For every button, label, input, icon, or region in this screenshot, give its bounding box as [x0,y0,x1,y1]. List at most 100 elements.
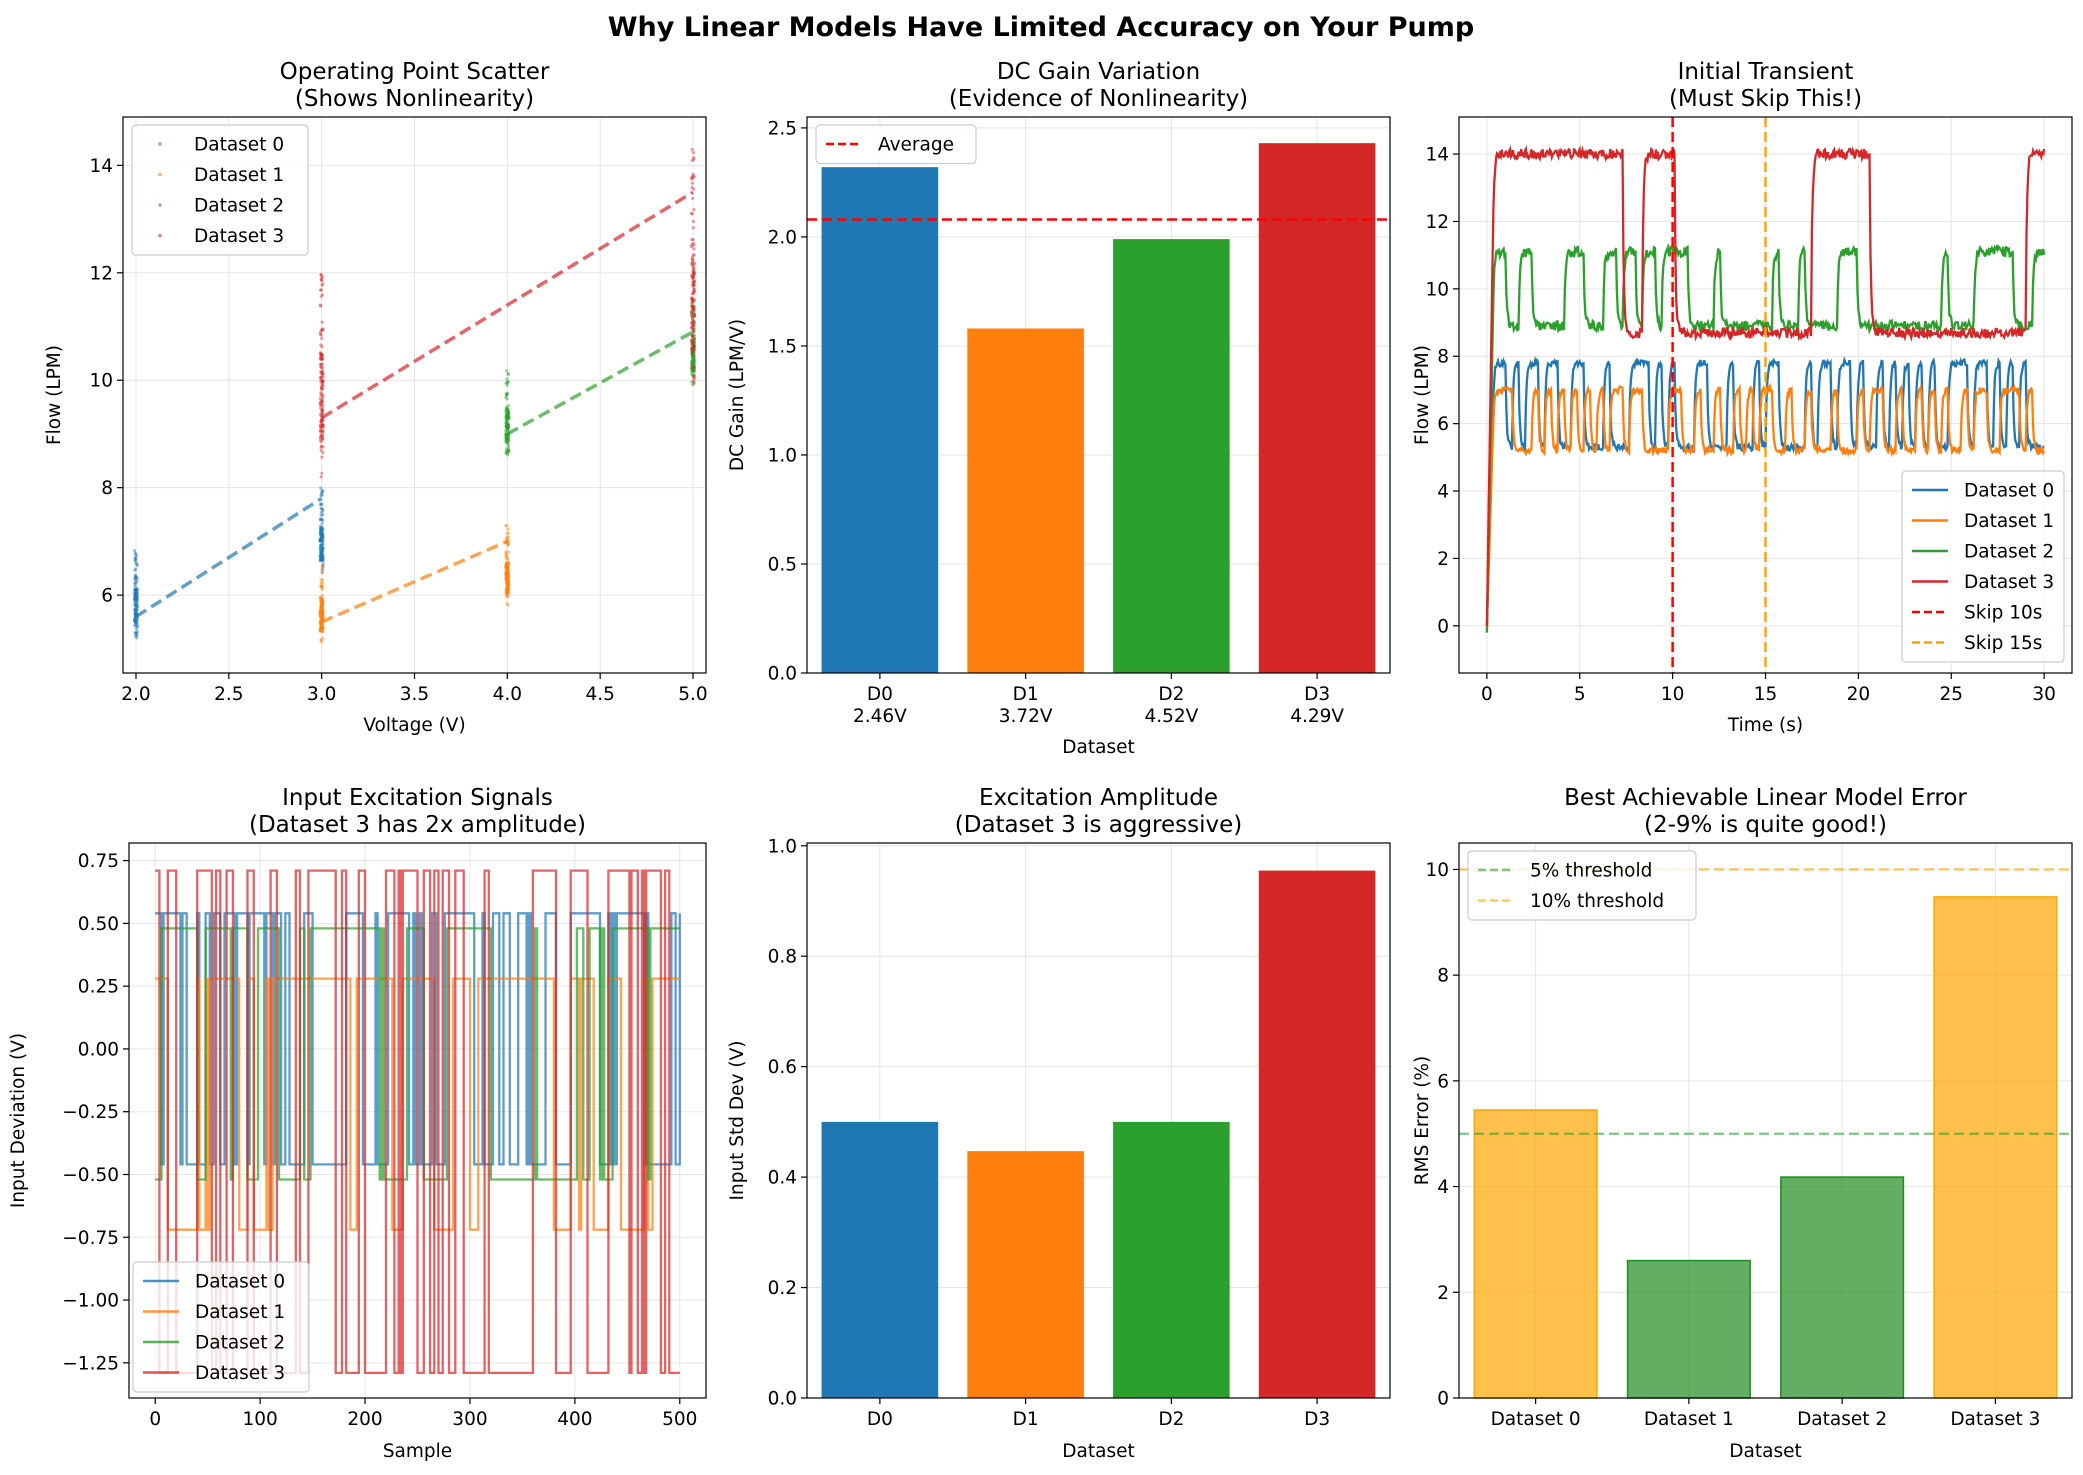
scatter-point [506,527,510,531]
scatter-point [505,440,509,444]
scatter-point [133,619,138,623]
scatter-point [504,436,508,440]
scatter-point [135,586,139,590]
scatter-point [320,336,324,341]
scatter-point [504,433,508,437]
scatter-point [319,506,323,510]
scatter-point [691,347,695,351]
scatter-point [318,531,323,535]
scatter-point [504,451,508,455]
scatter-point [504,524,509,528]
scatter-point [319,628,323,632]
scatter-point [321,546,325,551]
scatter-point [690,350,694,354]
scatter-point [506,562,511,566]
bar [1473,1109,1598,1399]
scatter-point [135,593,139,597]
x-tick-label: 25 [1939,684,1963,705]
scatter-point [692,365,696,369]
scatter-point [318,401,322,405]
scatter-point [320,423,324,427]
scatter-point [320,555,325,559]
scatter-point [504,432,508,436]
scatter-point [691,349,695,353]
scatter-point [505,590,509,594]
scatter-point [691,172,695,176]
x-tick-label: 400 [557,1409,592,1430]
scatter-point [507,574,511,578]
scatter-point [507,590,511,595]
scatter-point [319,288,324,292]
scatter-point [320,411,324,415]
scatter-point [321,513,325,517]
chart-subtitle: (Must Skip This!) [1669,86,1862,112]
scatter-point [320,603,325,607]
scatter-point [318,555,323,559]
scatter-point [321,429,325,433]
scatter-point [690,211,694,215]
scatter-point [506,427,510,431]
scatter-point [504,439,508,443]
chart-subtitle: (Evidence of Nonlinearity) [949,86,1248,112]
scatter-point [692,374,696,378]
x-tick-label: D3 [1304,684,1330,705]
scatter-point [133,603,137,608]
scatter-point [691,359,695,363]
scatter-point [133,604,138,608]
scatter-point [319,530,323,534]
scatter-point [506,413,511,418]
scatter-point [320,603,324,608]
scatter-point [318,352,323,356]
scatter-point [320,540,324,544]
x-axis-label: Time (s) [1727,715,1803,736]
scatter-point [319,354,323,359]
scatter-point [504,562,508,567]
scatter-point [505,591,510,595]
scatter-point [133,596,137,601]
scatter-point [134,554,139,558]
scatter-point [506,424,511,428]
scatter-point [320,371,324,375]
scatter-point [691,253,695,257]
scatter-point [133,568,137,572]
scatter-point [504,406,508,410]
scatter-point [505,451,510,455]
scatter-point [692,243,696,247]
scatter-point [506,582,510,587]
scatter-point [504,433,508,438]
scatter-point [504,424,508,429]
scatter-point [319,434,323,439]
scatter-point [692,348,696,352]
scatter-point [319,440,323,444]
scatter-point [319,424,323,428]
bar [967,1151,1084,1398]
scatter-point [505,566,509,570]
scatter-point [320,381,324,385]
y-tick-label: 2.0 [768,227,797,248]
scatter-point [690,356,694,360]
scatter-point [505,568,510,572]
scatter-point [690,322,694,326]
y-tick-label: 0.5 [768,554,797,575]
y-tick-label: 8 [1437,966,1449,987]
scatter-point [321,395,325,399]
scatter-point [320,283,324,287]
scatter-point [692,297,696,302]
scatter-point [319,492,324,496]
legend-label: Dataset 1 [195,1302,285,1323]
scatter-point [506,423,510,428]
scatter-point [135,579,139,583]
x-tick-label: 100 [242,1409,277,1430]
scatter-point [692,350,696,354]
scatter-point [691,383,695,387]
x-tick-label: Dataset 1 [1644,1409,1734,1430]
scatter-point [134,576,138,580]
scatter-point [690,177,694,181]
scatter-point [692,156,696,160]
scatter-point [691,347,696,351]
scatter-point [133,622,137,626]
scatter-point [318,614,322,618]
scatter-point [319,433,323,437]
scatter-point [319,622,323,626]
scatter-point [690,284,695,288]
